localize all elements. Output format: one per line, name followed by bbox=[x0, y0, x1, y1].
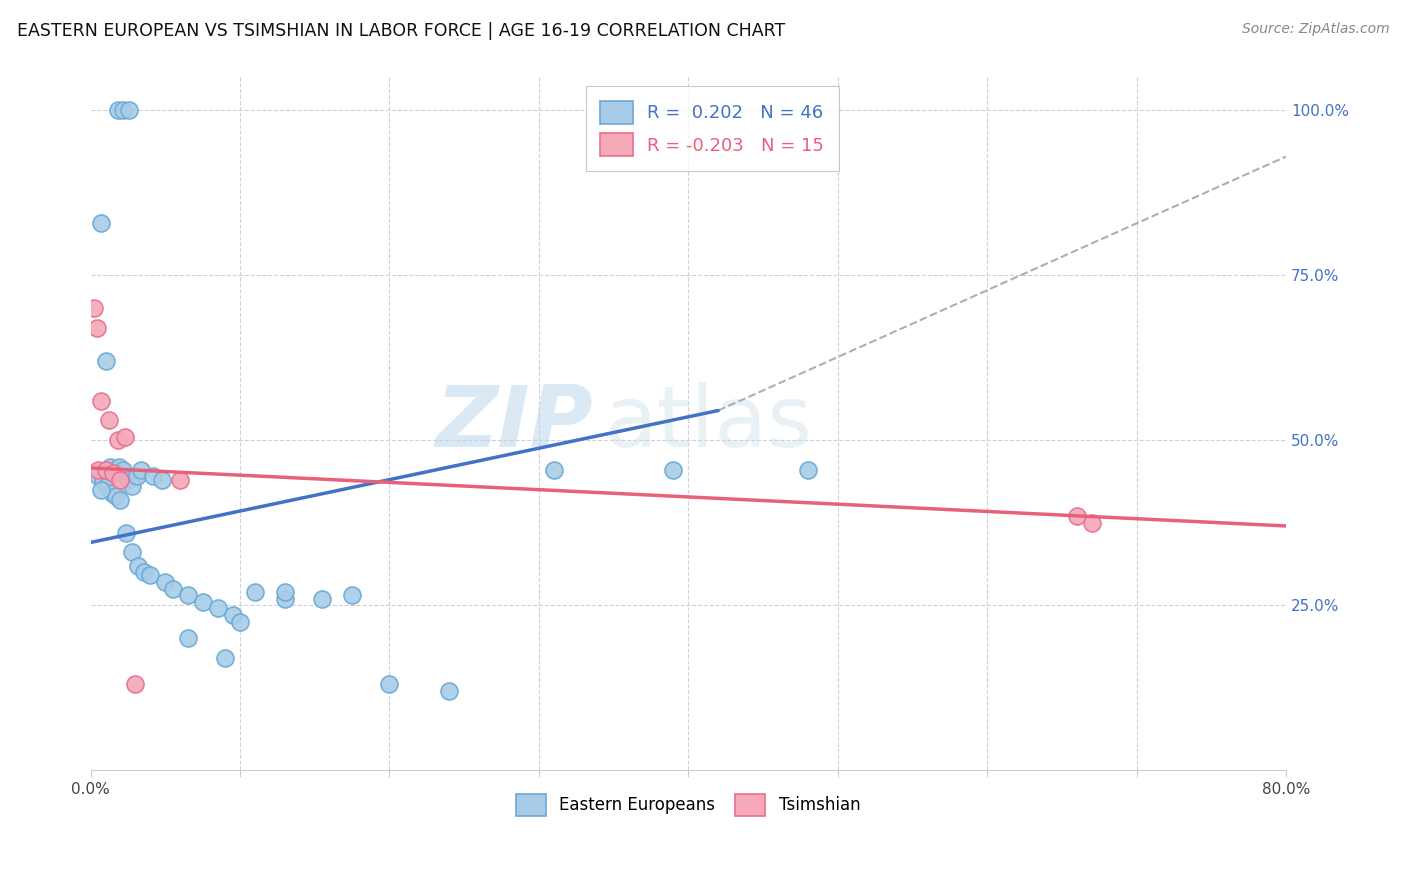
Point bbox=[274, 585, 297, 599]
Point bbox=[121, 479, 143, 493]
Point bbox=[107, 434, 129, 448]
Point bbox=[214, 651, 236, 665]
Point bbox=[94, 354, 117, 368]
Point bbox=[91, 473, 114, 487]
Point bbox=[340, 588, 363, 602]
Point bbox=[177, 631, 200, 645]
Point bbox=[169, 473, 191, 487]
Point bbox=[112, 463, 135, 477]
Point bbox=[114, 430, 136, 444]
Point bbox=[90, 393, 112, 408]
Point bbox=[107, 103, 129, 118]
Point bbox=[118, 103, 141, 118]
Point bbox=[139, 568, 162, 582]
Point bbox=[87, 463, 110, 477]
Point bbox=[90, 483, 112, 497]
Point bbox=[94, 463, 117, 477]
Point bbox=[439, 683, 461, 698]
Point bbox=[311, 591, 333, 606]
Point bbox=[274, 591, 297, 606]
Point bbox=[162, 582, 184, 596]
Point bbox=[101, 466, 124, 480]
Point bbox=[1066, 509, 1088, 524]
Point bbox=[98, 459, 121, 474]
Point bbox=[243, 585, 266, 599]
Point bbox=[1080, 516, 1102, 530]
Point bbox=[131, 463, 153, 477]
Point bbox=[90, 215, 112, 229]
Point bbox=[115, 525, 138, 540]
Point bbox=[87, 469, 110, 483]
Text: EASTERN EUROPEAN VS TSIMSHIAN IN LABOR FORCE | AGE 16-19 CORRELATION CHART: EASTERN EUROPEAN VS TSIMSHIAN IN LABOR F… bbox=[17, 22, 785, 40]
Point bbox=[112, 103, 135, 118]
Point bbox=[105, 489, 128, 503]
Point bbox=[150, 473, 173, 487]
Point bbox=[127, 558, 149, 573]
Point bbox=[110, 473, 132, 487]
Point bbox=[117, 473, 139, 487]
Point bbox=[155, 574, 177, 589]
Point bbox=[125, 469, 148, 483]
Point bbox=[543, 463, 565, 477]
Point bbox=[221, 607, 243, 622]
Point bbox=[121, 545, 143, 559]
Point bbox=[110, 492, 132, 507]
Point bbox=[124, 677, 146, 691]
Point bbox=[142, 469, 165, 483]
Point bbox=[96, 479, 118, 493]
Point bbox=[177, 588, 200, 602]
Point bbox=[229, 615, 252, 629]
Point bbox=[83, 301, 105, 316]
Point bbox=[97, 413, 120, 427]
Point bbox=[100, 486, 122, 500]
Point bbox=[103, 463, 125, 477]
Point bbox=[191, 595, 214, 609]
Legend: Eastern Europeans, Tsimshian: Eastern Europeans, Tsimshian bbox=[508, 786, 869, 824]
Point bbox=[108, 459, 131, 474]
Text: atlas: atlas bbox=[605, 382, 813, 466]
Text: Source: ZipAtlas.com: Source: ZipAtlas.com bbox=[1241, 22, 1389, 37]
Point bbox=[134, 565, 156, 579]
Point bbox=[797, 463, 820, 477]
Text: ZIP: ZIP bbox=[434, 382, 593, 466]
Point bbox=[207, 601, 229, 615]
Point bbox=[662, 463, 685, 477]
Point bbox=[378, 677, 401, 691]
Point bbox=[86, 321, 108, 335]
